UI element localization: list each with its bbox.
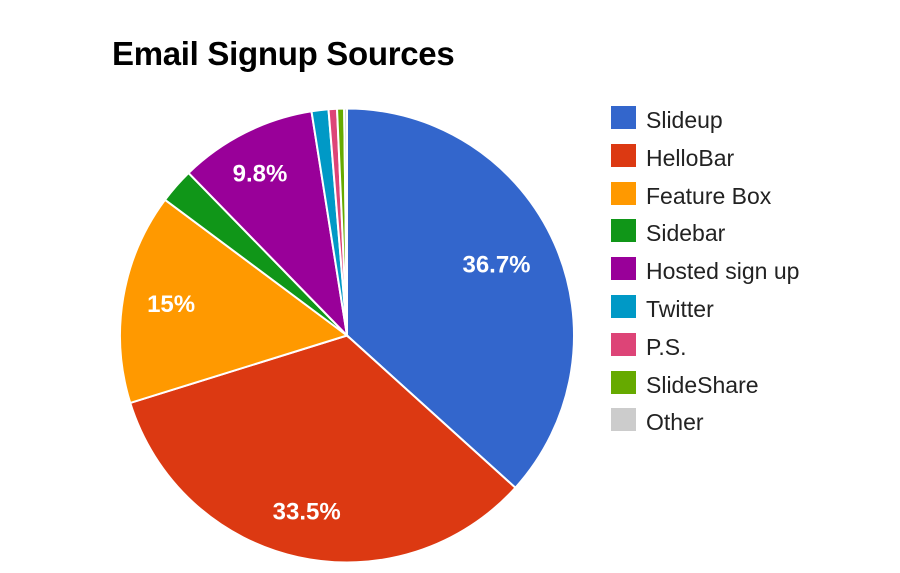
- svg-text:33.5%: 33.5%: [273, 499, 341, 526]
- svg-text:36.7%: 36.7%: [462, 252, 530, 279]
- svg-text:9.8%: 9.8%: [233, 160, 288, 187]
- svg-text:15%: 15%: [147, 291, 195, 318]
